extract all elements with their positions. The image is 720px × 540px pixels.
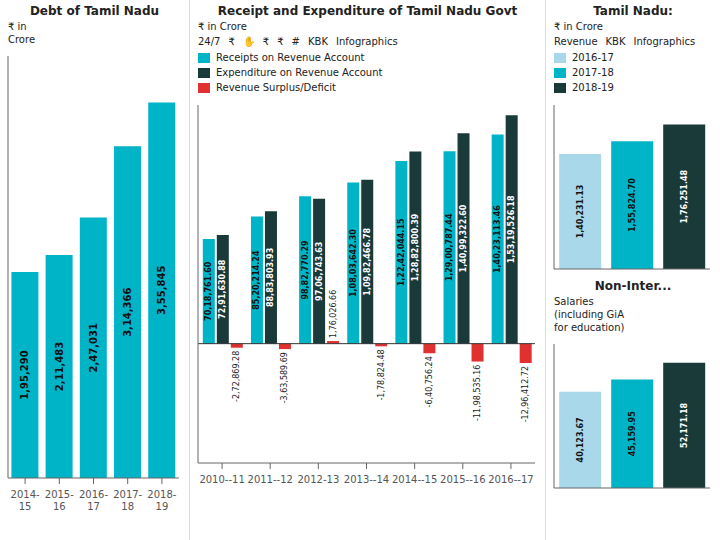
svg-text:1,55,824.70: 1,55,824.70 bbox=[628, 178, 637, 232]
svg-text:1,28,82,800.39: 1,28,82,800.39 bbox=[411, 213, 420, 281]
html-text:Infographics: Infographics bbox=[336, 36, 398, 47]
svg-text:3,14,366: 3,14,366 bbox=[122, 287, 133, 336]
svg-text:1,09,82,466.78: 1,09,82,466.78 bbox=[363, 227, 372, 295]
svg-text:85,20,214.24: 85,20,214.24 bbox=[252, 250, 261, 310]
svg-text:72,91,630.88: 72,91,630.88 bbox=[218, 259, 227, 319]
svg-text:2016-17: 2016-17 bbox=[79, 489, 108, 512]
svg-text:2014-15: 2014-15 bbox=[11, 489, 40, 512]
svg-text:-12,96,412.72: -12,96,412.72 bbox=[521, 366, 530, 422]
svg-text:1,40,231.13: 1,40,231.13 bbox=[576, 185, 585, 239]
html-text:KBK: KBK bbox=[308, 36, 328, 47]
svg-text:52,171.18: 52,171.18 bbox=[680, 402, 689, 447]
html-text:2017-18: 2017-18 bbox=[572, 67, 614, 78]
svg-text:-11,98,535.16: -11,98,535.16 bbox=[473, 365, 482, 421]
svg-text:2012-13: 2012-13 bbox=[297, 474, 339, 485]
svg-text:2010--11: 2010--11 bbox=[199, 474, 244, 485]
svg-text:88,83,803.93: 88,83,803.93 bbox=[266, 248, 275, 307]
svg-text:1,22,42,044.15: 1,22,42,044.15 bbox=[397, 218, 406, 286]
svg-text:1,29,00,787.44: 1,29,00,787.44 bbox=[445, 213, 454, 281]
html-text:Salaries (including GiA for ed: Salaries (including GiA for education) bbox=[554, 296, 625, 333]
svg-text:1,53,19,526.18: 1,53,19,526.18 bbox=[507, 195, 516, 263]
html-text:Expenditure on Revenue Account: Expenditure on Revenue Account bbox=[216, 67, 383, 78]
svg-text:-1,78,824.48: -1,78,824.48 bbox=[377, 349, 386, 400]
svg-text:2017-18: 2017-18 bbox=[113, 489, 142, 512]
svg-text:40,123.67: 40,123.67 bbox=[576, 417, 585, 462]
svg-text:1,95,290: 1,95,290 bbox=[19, 350, 30, 399]
html-text:Debt of Tamil Nadu: Debt of Tamil Nadu bbox=[29, 4, 160, 18]
html-text:24/7: 24/7 bbox=[198, 36, 221, 47]
svg-text:1,76,026.66: 1,76,026.66 bbox=[329, 290, 338, 338]
html-text:Tamil Nadu:: Tamil Nadu: bbox=[593, 4, 673, 18]
svg-text:1,76,251.48: 1,76,251.48 bbox=[680, 169, 689, 223]
html-text:2016-17: 2016-17 bbox=[572, 52, 614, 63]
html-text:₹ in Crore: ₹ in Crore bbox=[8, 21, 35, 45]
svg-text:2016--17: 2016--17 bbox=[488, 474, 533, 485]
svg-text:2011--12: 2011--12 bbox=[248, 474, 293, 485]
svg-text:-6,40,756.24: -6,40,756.24 bbox=[425, 356, 434, 407]
html-text:Receipts on Revenue Account: Receipts on Revenue Account bbox=[216, 52, 365, 63]
html-text:Non-Inter...: Non-Inter... bbox=[594, 279, 672, 293]
svg-text:45,159.95: 45,159.95 bbox=[628, 411, 637, 456]
svg-text:2,11,483: 2,11,483 bbox=[54, 342, 65, 391]
svg-text:2018-19: 2018-19 bbox=[147, 489, 176, 512]
html-text:Revenue: Revenue bbox=[554, 36, 598, 47]
svg-text:2015--16: 2015--16 bbox=[440, 474, 485, 485]
html-text:KBK: KBK bbox=[605, 36, 626, 47]
html-text:Receipt and Expenditure of Tam: Receipt and Expenditure of Tamil Nadu Go… bbox=[217, 4, 518, 18]
svg-text:1,40,23,113.46: 1,40,23,113.46 bbox=[493, 205, 502, 273]
svg-text:1,08,03,642.30: 1,08,03,642.30 bbox=[349, 229, 358, 297]
html-text:₹ in Crore: ₹ in Crore bbox=[198, 21, 247, 32]
svg-text:97,06,743.63: 97,06,743.63 bbox=[315, 242, 324, 301]
svg-text:-3,63,589.69: -3,63,589.69 bbox=[280, 352, 289, 403]
svg-text:2013--14: 2013--14 bbox=[344, 474, 389, 485]
svg-text:2014--15: 2014--15 bbox=[392, 474, 437, 485]
svg-text:3,55,845: 3,55,845 bbox=[156, 266, 167, 315]
svg-text:2,47,031: 2,47,031 bbox=[88, 323, 99, 372]
svg-text:2015-16: 2015-16 bbox=[45, 489, 74, 512]
html-text:₹ in Crore: ₹ in Crore bbox=[554, 21, 603, 32]
svg-text:-2,72,869.28: -2,72,869.28 bbox=[232, 351, 241, 402]
html-text:Infographics: Infographics bbox=[633, 36, 696, 47]
svg-text:70,18,761.60: 70,18,761.60 bbox=[204, 261, 213, 321]
html-text:2018-19: 2018-19 bbox=[572, 82, 614, 93]
html-text:Revenue Surplus/Deficit: Revenue Surplus/Deficit bbox=[216, 82, 336, 93]
svg-text:98,82,770.29: 98,82,770.29 bbox=[301, 240, 310, 300]
svg-text:1,40,99,322.60: 1,40,99,322.60 bbox=[459, 204, 468, 272]
